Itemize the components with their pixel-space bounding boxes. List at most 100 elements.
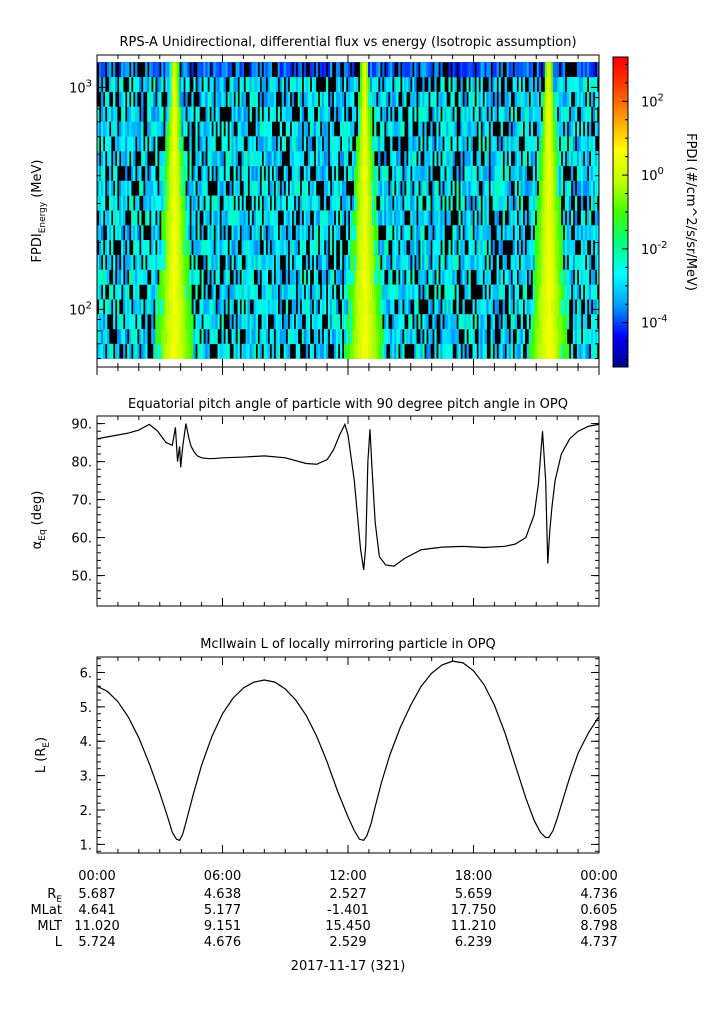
heatmap-cell: [281, 106, 285, 122]
heatmap-cell: [552, 76, 556, 93]
heatmap-cell: [368, 136, 371, 152]
heatmap-cell: [378, 210, 381, 226]
heatmap-cell: [197, 210, 200, 226]
ephemeris-value: 5.659: [455, 887, 492, 902]
heatmap-cell: [368, 121, 371, 137]
heatmap-cell: [163, 343, 166, 359]
heatmap-cell: [119, 210, 122, 226]
heatmap-cell: [101, 210, 104, 226]
heatmap-cell: [187, 195, 190, 211]
heatmap-cell: [147, 91, 150, 107]
heatmap-cell: [484, 343, 487, 359]
heatmap-cell: [223, 269, 226, 285]
heatmap-cell: [370, 210, 373, 226]
heatmap-cell: [406, 328, 409, 345]
heatmap-cell: [115, 180, 118, 196]
heatmap-cell: [380, 76, 383, 93]
heatmap-cell: [123, 195, 126, 211]
heatmap-cell: [183, 195, 186, 211]
heatmap-cell: [370, 284, 373, 300]
heatmap-cell: [319, 106, 323, 122]
heatmap-cell: [372, 269, 375, 285]
heatmap-cell: [329, 91, 333, 107]
heatmap-cell: [554, 343, 558, 359]
heatmap-cell: [476, 151, 479, 167]
heatmap-cell: [552, 314, 556, 330]
heatmap-cell: [452, 269, 455, 285]
heatmap-cell: [97, 180, 100, 196]
heatmap-cell: [269, 254, 272, 270]
heatmap-cell: [522, 62, 526, 78]
heatmap-cell: [129, 328, 132, 345]
heatmap-cell: [333, 343, 337, 359]
heatmap-cell: [426, 62, 429, 78]
heatmap-cell: [191, 91, 194, 107]
heatmap-cell: [594, 284, 598, 300]
heatmap-cell: [149, 91, 152, 107]
heatmap-cell: [420, 240, 423, 256]
heatmap-cell: [374, 62, 377, 78]
heatmap-cell: [241, 151, 244, 167]
heatmap-cell: [424, 180, 427, 196]
y-tick-label: 2.: [80, 804, 92, 819]
heatmap-cell: [472, 121, 475, 137]
heatmap-cell: [378, 91, 381, 107]
heatmap-cell: [444, 151, 447, 167]
heatmap-cell: [514, 91, 517, 107]
heatmap-cell: [245, 254, 248, 270]
heatmap-cell: [167, 343, 170, 359]
heatmap-cell: [528, 76, 532, 93]
heatmap-cell: [372, 299, 375, 315]
heatmap-cell: [271, 151, 275, 167]
heatmap-cell: [273, 106, 277, 122]
heatmap-cell: [239, 106, 242, 122]
ephemeris-row-label: L: [55, 935, 63, 950]
heatmap-cell: [490, 91, 493, 107]
heatmap-cell: [504, 151, 507, 167]
heatmap-cell: [452, 225, 455, 241]
heatmap-cell: [558, 254, 562, 270]
heatmap-cell: [366, 299, 369, 315]
heatmap-cell: [552, 299, 556, 315]
heatmap-cell: [159, 269, 162, 285]
heatmap-cell: [279, 195, 283, 211]
heatmap-cell: [145, 269, 148, 285]
heatmap-cell: [199, 76, 202, 93]
heatmap-cell: [259, 121, 262, 137]
heatmap-cell: [534, 240, 538, 256]
heatmap-cell: [171, 76, 174, 93]
heatmap-cell: [380, 269, 383, 285]
heatmap-cell: [209, 91, 212, 107]
heatmap-cell: [203, 314, 206, 330]
heatmap-cell: [532, 284, 536, 300]
heatmap-cell: [269, 91, 272, 107]
heatmap-cell: [528, 343, 532, 359]
heatmap-cell: [540, 254, 544, 270]
heatmap-cell: [111, 121, 114, 137]
heatmap-cell: [456, 254, 459, 270]
heatmap-cell: [205, 240, 208, 256]
heatmap-cell: [333, 91, 337, 107]
heatmap-cell: [398, 106, 401, 122]
heatmap-cell: [594, 106, 598, 122]
heatmap-cell: [175, 225, 178, 241]
heatmap-cell: [333, 284, 337, 300]
heatmap-cell: [267, 151, 270, 167]
heatmap-cell: [313, 195, 317, 211]
heatmap-cell: [414, 91, 417, 107]
heatmap-cell: [145, 314, 148, 330]
heatmap-cell: [538, 210, 542, 226]
heatmap-cell: [538, 314, 542, 330]
heatmap-cell: [508, 299, 511, 315]
heatmap-cell: [542, 62, 546, 78]
heatmap-cell: [213, 299, 216, 315]
heatmap-cell: [596, 269, 600, 285]
heatmap-cell: [277, 195, 281, 211]
heatmap-cell: [560, 343, 564, 359]
heatmap-cell: [352, 254, 355, 270]
heatmap-cell: [109, 195, 112, 211]
heatmap-cell: [570, 121, 574, 137]
heatmap-cell: [243, 151, 246, 167]
heatmap-cell: [275, 225, 279, 241]
heatmap-cell: [566, 284, 570, 300]
